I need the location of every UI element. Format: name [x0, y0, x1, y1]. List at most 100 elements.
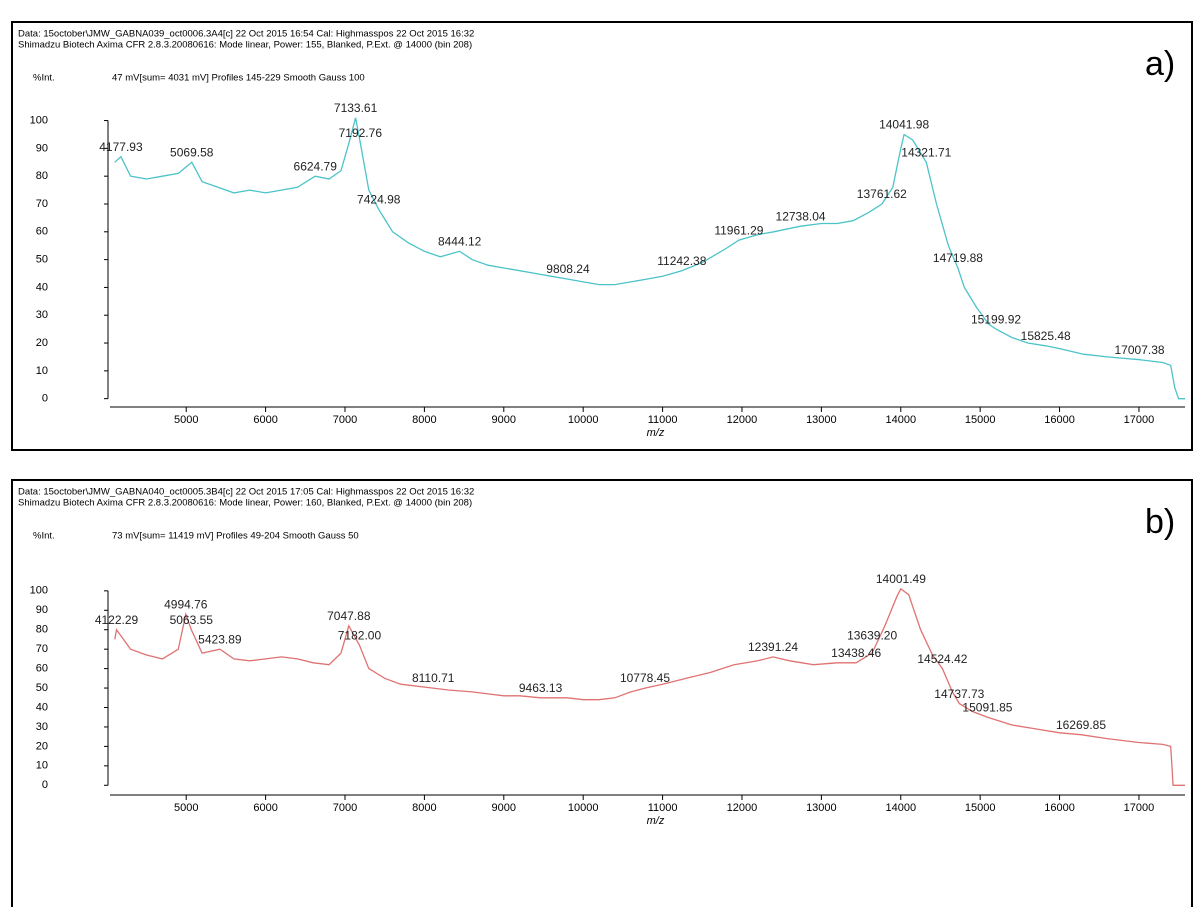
y-axis-label: %Int.	[33, 531, 55, 542]
y-tick-label: 40	[36, 701, 48, 713]
x-tick-label: 8000	[412, 414, 436, 426]
y-tick-label: 10	[36, 365, 48, 377]
x-tick-label: 15000	[965, 414, 996, 426]
x-tick-label: 7000	[333, 414, 357, 426]
y-tick-label: 100	[30, 114, 48, 126]
x-tick-label: 12000	[727, 802, 758, 814]
x-tick-label: 11000	[648, 802, 678, 814]
peak-label: 13761.62	[857, 187, 907, 201]
peak-label: 14524.42	[917, 652, 967, 666]
y-tick-label: 40	[36, 281, 48, 293]
y-tick-label: 70	[36, 198, 48, 210]
panel-frame	[11, 21, 1193, 451]
subtitle: 47 mV[sum= 4031 mV] Profiles 145-229 Smo…	[112, 73, 365, 84]
peak-label: 17007.38	[1115, 343, 1165, 357]
header-line: Data: 15october\JMW_GABNA039_oct0006.3A4…	[18, 29, 474, 40]
x-tick-label: 11000	[648, 414, 678, 426]
y-tick-label: 0	[42, 779, 48, 791]
y-tick-label: 80	[36, 624, 48, 636]
spectrum-line	[114, 587, 1185, 786]
x-tick-label: 16000	[1044, 802, 1075, 814]
peak-label: 7133.61	[334, 101, 378, 115]
peak-label: 5423.89	[198, 632, 242, 646]
peak-label: 7192.76	[339, 126, 383, 140]
peak-label: 14001.49	[876, 572, 926, 586]
x-tick-label: 5000	[174, 802, 198, 814]
x-tick-label: 17000	[1124, 414, 1155, 426]
x-tick-label: 13000	[806, 802, 837, 814]
y-tick-label: 10	[36, 760, 48, 772]
peak-label: 9463.13	[519, 681, 563, 695]
y-axis-label: %Int.	[33, 73, 55, 84]
x-tick-label: 9000	[492, 414, 516, 426]
header-line: Shimadzu Biotech Axima CFR 2.8.3.2008061…	[18, 498, 472, 509]
peak-label: 4994.76	[164, 597, 208, 611]
subtitle: 73 mV[sum= 11419 mV] Profiles 49-204 Smo…	[112, 531, 359, 542]
x-tick-label: 12000	[727, 414, 758, 426]
peak-label: 14719.88	[933, 251, 983, 265]
x-tick-label: 7000	[333, 802, 357, 814]
peak-label: 7047.88	[327, 609, 371, 623]
x-tick-label: 9000	[492, 802, 516, 814]
peak-label: 9808.24	[546, 262, 590, 276]
panel-frame	[11, 479, 1193, 907]
y-tick-label: 90	[36, 142, 48, 154]
x-tick-label: 14000	[885, 802, 916, 814]
y-tick-label: 60	[36, 663, 48, 675]
peak-label: 15825.48	[1021, 329, 1071, 343]
panel-label: b)	[1145, 503, 1175, 541]
header-line: Data: 15october\JMW_GABNA040_oct0005.3B4…	[18, 487, 474, 498]
peak-label: 16269.85	[1056, 718, 1106, 732]
peak-label: 13438.46	[831, 646, 881, 660]
peak-label: 5069.58	[170, 145, 214, 159]
x-tick-label: 17000	[1124, 802, 1155, 814]
peak-label: 8110.71	[412, 671, 455, 685]
y-tick-label: 100	[30, 585, 48, 597]
x-tick-label: 10000	[568, 414, 599, 426]
y-tick-label: 80	[36, 170, 48, 182]
peak-label: 5063.55	[170, 613, 214, 627]
peak-label: 4177.93	[99, 140, 143, 154]
x-axis-label: m/z	[647, 815, 665, 827]
x-tick-label: 14000	[885, 414, 916, 426]
x-axis-label: m/z	[647, 427, 665, 439]
peak-label: 7182.00	[338, 628, 382, 642]
peak-label: 6624.79	[294, 159, 338, 173]
peak-label: 14041.98	[879, 118, 929, 132]
x-tick-label: 10000	[568, 802, 599, 814]
peak-label: 14321.71	[901, 145, 951, 159]
x-tick-label: 13000	[806, 414, 837, 426]
peak-label: 7424.98	[357, 193, 401, 207]
spectrum-line	[114, 117, 1185, 400]
x-tick-label: 8000	[412, 802, 436, 814]
peak-label: 8444.12	[438, 234, 482, 248]
header-line: Shimadzu Biotech Axima CFR 2.8.3.2008061…	[18, 40, 472, 51]
peak-label: 11242.38	[657, 254, 706, 268]
y-tick-label: 20	[36, 337, 48, 349]
y-tick-label: 20	[36, 740, 48, 752]
y-tick-label: 50	[36, 682, 48, 694]
x-tick-label: 6000	[253, 802, 277, 814]
y-tick-label: 70	[36, 643, 48, 655]
x-tick-label: 6000	[253, 414, 277, 426]
peak-label: 12391.24	[748, 640, 798, 654]
peak-label: 14737.73	[934, 687, 984, 701]
peak-label: 4122.29	[95, 613, 139, 627]
peak-label: 15091.85	[962, 700, 1012, 714]
peak-label: 15199.92	[971, 312, 1021, 326]
y-tick-label: 30	[36, 309, 48, 321]
peak-label: 12738.04	[776, 209, 826, 223]
y-tick-label: 50	[36, 254, 48, 266]
panel-label: a)	[1145, 45, 1175, 83]
x-tick-label: 15000	[965, 802, 996, 814]
peak-label: 10778.45	[620, 671, 670, 685]
y-tick-label: 30	[36, 721, 48, 733]
x-tick-label: 16000	[1044, 414, 1075, 426]
peak-label: 13639.20	[847, 628, 897, 642]
x-tick-label: 5000	[174, 414, 198, 426]
peak-label: 11961.29	[714, 223, 763, 237]
y-tick-label: 90	[36, 604, 48, 616]
y-tick-label: 60	[36, 226, 48, 238]
